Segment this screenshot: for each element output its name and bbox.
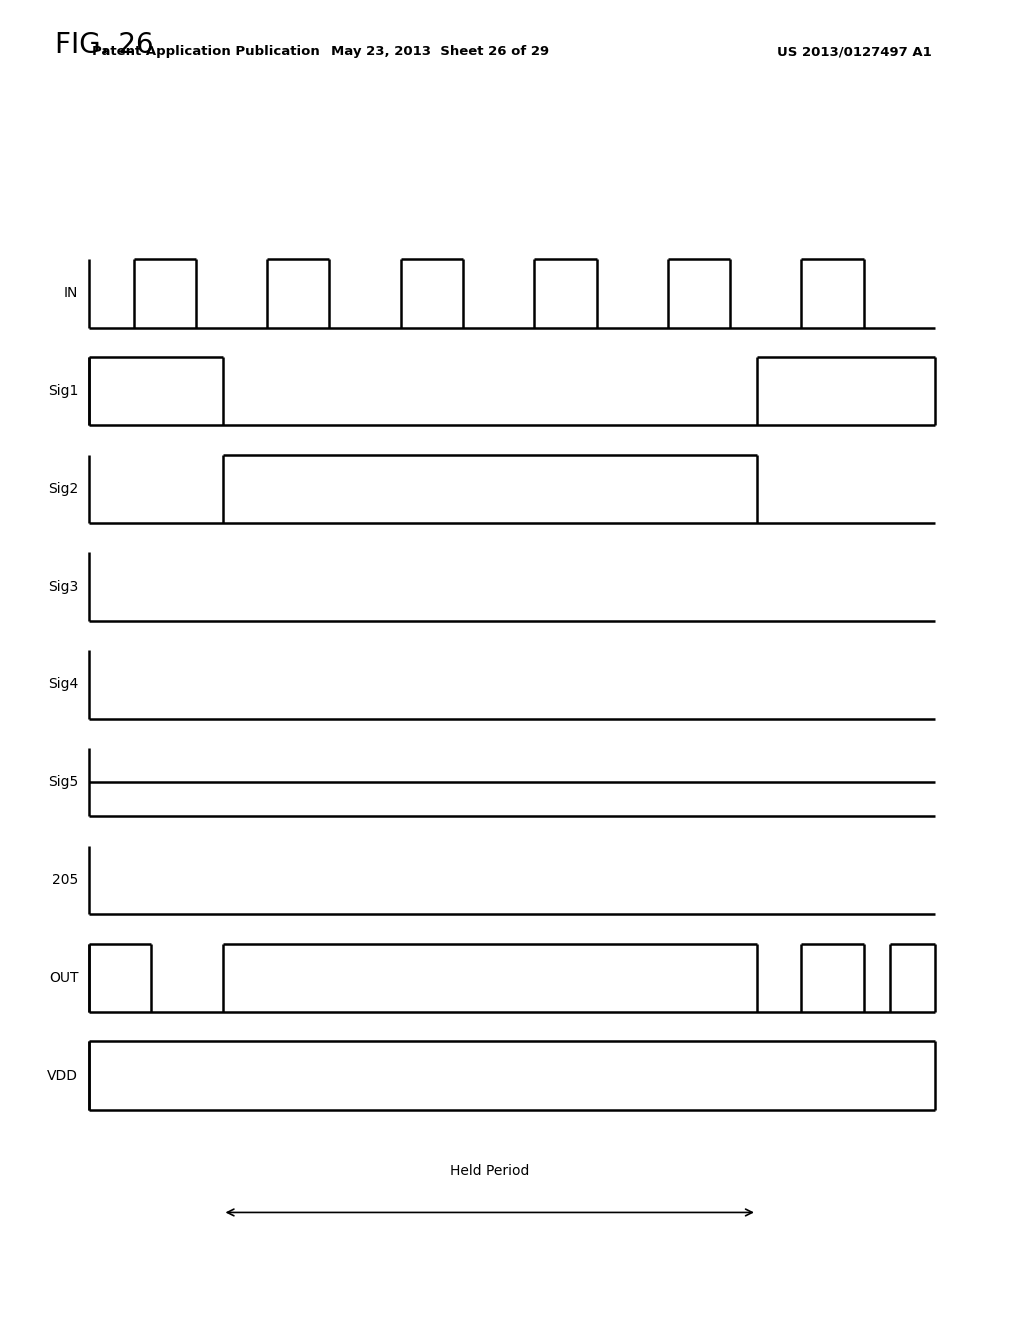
Text: May 23, 2013  Sheet 26 of 29: May 23, 2013 Sheet 26 of 29	[331, 45, 550, 58]
Text: Sig4: Sig4	[48, 677, 79, 692]
Text: Held Period: Held Period	[451, 1164, 529, 1179]
Text: Sig2: Sig2	[48, 482, 79, 496]
Text: VDD: VDD	[47, 1069, 79, 1082]
Text: Sig5: Sig5	[48, 775, 79, 789]
Text: Patent Application Publication: Patent Application Publication	[92, 45, 319, 58]
Text: US 2013/0127497 A1: US 2013/0127497 A1	[777, 45, 932, 58]
Text: Sig3: Sig3	[48, 579, 79, 594]
Text: Sig1: Sig1	[48, 384, 79, 399]
Text: 205: 205	[52, 873, 79, 887]
Text: OUT: OUT	[49, 970, 79, 985]
Text: FIG. 26: FIG. 26	[55, 30, 154, 58]
Text: IN: IN	[63, 286, 79, 301]
